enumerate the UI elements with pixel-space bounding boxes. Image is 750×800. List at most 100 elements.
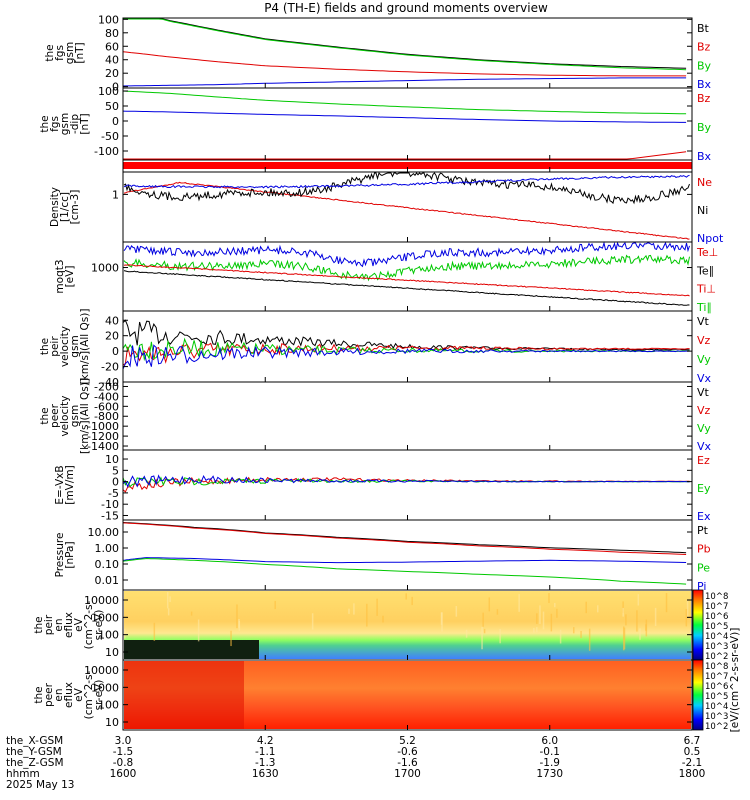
ytick-label-peer-velocity: -400 <box>94 390 119 403</box>
panel-frame-peer-velocity <box>122 381 693 451</box>
panels-group <box>123 162 692 169</box>
legend-peir-velocity: Vy <box>697 353 711 366</box>
ion-spectrogram-pixel <box>483 628 486 634</box>
ylabel-peer-eflux: peer <box>43 682 55 707</box>
ylabel-density: Density <box>49 187 61 227</box>
ylabel-peer-eflux: (cm^2-s- <box>83 670 95 719</box>
ytick-label-peer-velocity: -1000 <box>87 420 119 433</box>
x-row-value: -1.5 <box>113 746 134 758</box>
ion-spectrogram-pixel <box>441 612 443 632</box>
trace-temp-Te-par <box>123 270 690 306</box>
ytick-label-pressure: 0.10 <box>95 558 120 571</box>
x-row-value: -0.6 <box>397 746 418 758</box>
x-row-value: -1.1 <box>255 746 276 758</box>
trace-pressure-Pe <box>122 557 687 585</box>
ion-spectrogram-pixel <box>542 611 545 630</box>
ytick-label-fgs-gsm: 0 <box>112 81 119 94</box>
legend-temperature: Ti⊥ <box>696 283 716 296</box>
ylabel-peer-eflux: en <box>53 688 65 701</box>
ion-spectrogram-pixel <box>482 612 484 627</box>
ylabel-peir-velocity: peir <box>49 336 61 357</box>
x-row-value: -0.8 <box>113 757 134 769</box>
ytick-label-pressure: 1.00 <box>95 542 120 555</box>
ion-spectrogram-pixel <box>654 607 657 627</box>
ytick-label-peer-eflux: 100 <box>98 699 119 712</box>
ion-spectrogram-pixel <box>197 619 200 642</box>
legend-pressure: Pi <box>697 580 706 593</box>
legend-density: Ne <box>697 176 712 189</box>
ion-spectrogram-pixel <box>488 597 491 612</box>
ytick-label-peir-eflux: 1000 <box>91 611 119 624</box>
ylabel-fgs-gsm-dip: fgs <box>49 116 61 132</box>
ylabel-fgs-gsm: the <box>44 44 56 61</box>
ylabel-fgs-gsm-dip: gsm <box>59 113 71 135</box>
legend-peer-velocity: Vt <box>697 386 710 399</box>
legend-efield: Ez <box>697 454 710 467</box>
ylabel-peir-velocity: velocity <box>59 326 71 367</box>
ion-spectrogram-pixel <box>382 615 384 623</box>
ion-spectrogram-pixel <box>167 608 170 616</box>
ylabel-density: [1/cc] <box>59 192 71 222</box>
ion-spectrogram-pixel <box>455 606 458 617</box>
panel-frame-pressure <box>122 519 693 591</box>
legend-peir-velocity: Vt <box>697 315 710 328</box>
x-row-value: 1800 <box>679 768 706 780</box>
ion-spectrogram-pixel <box>639 628 641 640</box>
ion-spectrogram-pixel <box>169 596 171 603</box>
ytick-label-peir-velocity: 40 <box>105 314 119 327</box>
x-axis: the_X-GSM 3.0 4.2 5.2 6.0 6.7 the_Y-GSM -1.5 -1.… <box>6 83 705 791</box>
legend-efield: Ey <box>697 482 711 495</box>
trace-fgs-gsm-dip-Bx <box>122 110 687 123</box>
ytick-label-peer-eflux: 1000 <box>91 681 119 694</box>
colorbar-tick-peir-eflux: 10^7 <box>705 602 728 612</box>
legend-efield: Ex <box>697 510 711 523</box>
ion-spectrogram-pixel <box>238 618 240 628</box>
colorbar-tick-peer-eflux: 10^4 <box>705 702 728 712</box>
colorbar-tick-peir-eflux: 10^2 <box>705 652 728 662</box>
trace-density-Npot <box>123 174 690 189</box>
legend-fgs-gsm-dip: Bz <box>697 92 711 105</box>
ion-spectrogram-pixel <box>622 601 624 613</box>
trace-temp-Ti-par <box>123 254 690 282</box>
ylabel-peir-eflux: en <box>53 618 65 631</box>
trace-temp-Te-perp <box>123 241 690 268</box>
trace-pressure-Pt <box>122 522 687 554</box>
ytick-label-temperature: 1000 <box>91 262 119 275</box>
page-title: P4 (TH-E) fields and ground moments over… <box>264 1 548 15</box>
ion-spectrogram-pixel <box>405 593 407 600</box>
ytick-label-fgs-gsm: 40 <box>105 54 119 67</box>
ion-spectrogram-pixel <box>166 592 169 609</box>
trace-pressure-Pi <box>122 557 687 564</box>
ion-spectrogram-lowenergy <box>124 640 259 659</box>
legend-fgs-gsm: Bx <box>697 78 712 91</box>
ylabel-peir-eflux: sr-eV) <box>93 610 105 641</box>
ytick-label-fgs-gsm-dip: -50 <box>101 130 119 143</box>
ion-spectrogram-pixel <box>636 610 638 632</box>
ion-spectrogram-pixel <box>685 608 688 627</box>
x-row-value: -1.6 <box>397 757 418 769</box>
legend-peir-velocity: Vx <box>697 372 712 385</box>
ytick-label-peer-velocity: -1400 <box>87 440 119 453</box>
legend-peer-velocity: Vy <box>697 422 711 435</box>
trace-fgs-gsm-Bx <box>122 77 687 87</box>
ion-spectrogram-pixel <box>580 630 582 639</box>
colorbar-tick-peer-eflux: 10^8 <box>705 662 728 672</box>
ion-spectrogram-pixel <box>366 603 368 627</box>
ion-spectrogram-pixel <box>190 611 193 616</box>
ytick-label-efield: 0 <box>112 476 119 489</box>
orbit-state-bar <box>123 162 692 169</box>
ylabel-fgs-gsm: gsm <box>64 42 76 64</box>
ion-spectrogram-pixel <box>588 628 591 651</box>
ylabel-peir-velocity: gsm <box>69 335 81 357</box>
ion-spectrogram-pixel <box>236 604 238 629</box>
ion-spectrogram-pixel <box>597 605 599 613</box>
colorbar-tick-peir-eflux: 10^4 <box>705 632 728 642</box>
ylabel-efield: [mV/m] <box>64 465 76 504</box>
ytick-label-peir-eflux: 10 <box>105 646 119 659</box>
ytick-label-fgs-gsm-dip: 100 <box>98 85 119 98</box>
x-row-value: 1630 <box>252 768 279 780</box>
x-row-value: -2.1 <box>682 757 703 769</box>
x-row-label: hhmm <box>6 768 40 780</box>
ion-spectrogram-pixel <box>686 600 689 618</box>
